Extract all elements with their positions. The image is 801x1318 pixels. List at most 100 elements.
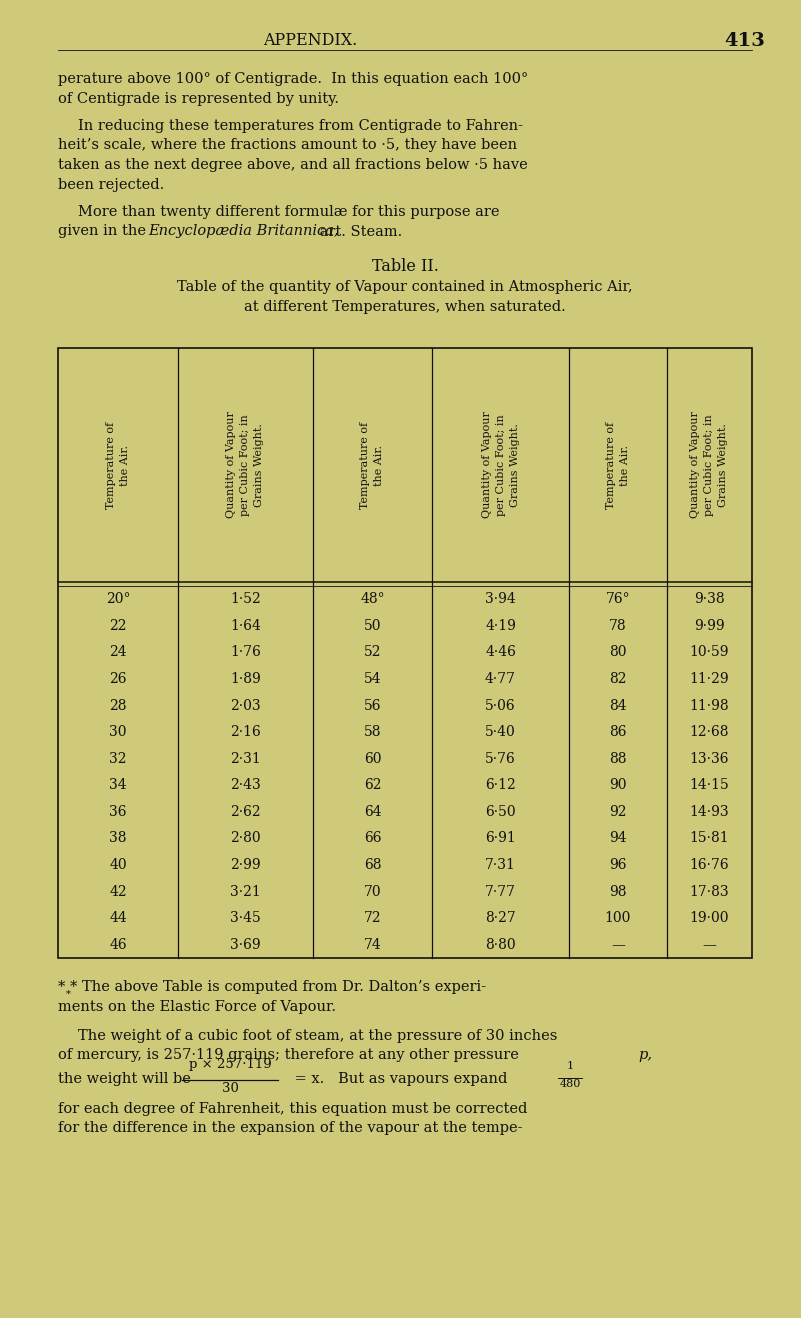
Text: 1: 1 xyxy=(566,1061,574,1072)
Text: APPENDIX.: APPENDIX. xyxy=(263,32,357,49)
Text: 88: 88 xyxy=(610,751,626,766)
Text: 62: 62 xyxy=(364,779,381,792)
Text: 10·59: 10·59 xyxy=(690,646,729,659)
Text: taken as the next degree above, and all fractions below ·5 have: taken as the next degree above, and all … xyxy=(58,158,528,173)
Text: of Centigrade is represented by unity.: of Centigrade is represented by unity. xyxy=(58,91,339,105)
Text: 76°: 76° xyxy=(606,592,630,606)
Text: p × 257·119: p × 257·119 xyxy=(188,1058,272,1072)
Text: 2·16: 2·16 xyxy=(230,725,261,739)
Text: of mercury, is 257·119 grains; therefore at any other pressure: of mercury, is 257·119 grains; therefore… xyxy=(58,1049,524,1062)
Text: 60: 60 xyxy=(364,751,381,766)
Text: 82: 82 xyxy=(610,672,626,685)
Text: 4·19: 4·19 xyxy=(485,619,516,633)
Text: 92: 92 xyxy=(610,805,626,818)
Text: 2·99: 2·99 xyxy=(230,858,261,873)
Text: 6·12: 6·12 xyxy=(485,779,516,792)
Text: 90: 90 xyxy=(610,779,626,792)
Text: 2·03: 2·03 xyxy=(230,699,261,713)
Text: Encyclopædia Britannica,: Encyclopædia Britannica, xyxy=(148,224,339,239)
Text: 17·83: 17·83 xyxy=(690,884,730,899)
Text: 5·40: 5·40 xyxy=(485,725,516,739)
Text: 52: 52 xyxy=(364,646,381,659)
Text: Table II.: Table II. xyxy=(372,258,438,275)
Text: 50: 50 xyxy=(364,619,381,633)
Text: 3·21: 3·21 xyxy=(230,884,261,899)
Text: 72: 72 xyxy=(364,911,381,925)
Text: 1·89: 1·89 xyxy=(230,672,261,685)
Text: 20°: 20° xyxy=(106,592,131,606)
Text: 1·52: 1·52 xyxy=(230,592,261,606)
Text: 2·80: 2·80 xyxy=(230,832,261,845)
Text: 7·77: 7·77 xyxy=(485,884,516,899)
Text: at different Temperatures, when saturated.: at different Temperatures, when saturate… xyxy=(244,299,566,314)
Text: 30: 30 xyxy=(222,1082,239,1095)
Text: 78: 78 xyxy=(610,619,627,633)
Text: 413: 413 xyxy=(725,32,766,50)
Text: 11·29: 11·29 xyxy=(690,672,730,685)
Text: 96: 96 xyxy=(610,858,626,873)
Text: 15·81: 15·81 xyxy=(690,832,730,845)
Text: 28: 28 xyxy=(109,699,127,713)
Text: Quantity of Vapour
per Cubic Foot; in
Grains Weight.: Quantity of Vapour per Cubic Foot; in Gr… xyxy=(690,411,728,518)
Text: 70: 70 xyxy=(364,884,381,899)
Text: 40: 40 xyxy=(109,858,127,873)
Text: 44: 44 xyxy=(109,911,127,925)
Text: 46: 46 xyxy=(109,937,127,952)
Text: given in the: given in the xyxy=(58,224,151,239)
Text: —: — xyxy=(702,937,716,952)
Text: 84: 84 xyxy=(610,699,627,713)
Text: 2·43: 2·43 xyxy=(230,779,261,792)
Text: 58: 58 xyxy=(364,725,381,739)
Text: 3·69: 3·69 xyxy=(230,937,261,952)
Text: More than twenty different formulæ for this purpose are: More than twenty different formulæ for t… xyxy=(78,206,500,219)
Text: = x.   But as vapours expand: = x. But as vapours expand xyxy=(290,1072,512,1086)
Text: Temperature of
the Air.: Temperature of the Air. xyxy=(606,422,630,509)
Text: 7·31: 7·31 xyxy=(485,858,516,873)
Text: 56: 56 xyxy=(364,699,381,713)
Text: * * The above Table is computed from Dr. Dalton’s experi-: * * The above Table is computed from Dr.… xyxy=(58,981,486,994)
Text: 11·98: 11·98 xyxy=(690,699,730,713)
Text: 1·64: 1·64 xyxy=(230,619,261,633)
Text: the weight will be: the weight will be xyxy=(58,1072,195,1086)
Text: 3·45: 3·45 xyxy=(230,911,261,925)
Text: art. Steam.: art. Steam. xyxy=(315,224,402,239)
Text: 98: 98 xyxy=(610,884,626,899)
Text: 5·76: 5·76 xyxy=(485,751,516,766)
Text: 80: 80 xyxy=(610,646,626,659)
Text: 9·99: 9·99 xyxy=(694,619,725,633)
Text: 86: 86 xyxy=(610,725,626,739)
Text: 2·62: 2·62 xyxy=(230,805,261,818)
Text: p,: p, xyxy=(638,1049,652,1062)
Text: 74: 74 xyxy=(364,937,381,952)
Text: 24: 24 xyxy=(109,646,127,659)
Text: 26: 26 xyxy=(109,672,127,685)
Text: 14·93: 14·93 xyxy=(690,805,730,818)
Text: for the difference in the expansion of the vapour at the tempe-: for the difference in the expansion of t… xyxy=(58,1122,522,1135)
Text: 9·38: 9·38 xyxy=(694,592,725,606)
Text: 64: 64 xyxy=(364,805,381,818)
Text: heit’s scale, where the fractions amount to ·5, they have been: heit’s scale, where the fractions amount… xyxy=(58,138,517,153)
Text: 48°: 48° xyxy=(360,592,384,606)
Text: Quantity of Vapour
per Cubic Foot; in
Grains Weight.: Quantity of Vapour per Cubic Foot; in Gr… xyxy=(227,411,264,518)
Text: The weight of a cubic foot of steam, at the pressure of 30 inches: The weight of a cubic foot of steam, at … xyxy=(78,1029,557,1043)
Text: 8·27: 8·27 xyxy=(485,911,516,925)
Text: 94: 94 xyxy=(610,832,627,845)
Text: 36: 36 xyxy=(109,805,127,818)
Text: 4·46: 4·46 xyxy=(485,646,516,659)
Text: 13·36: 13·36 xyxy=(690,751,729,766)
Text: 66: 66 xyxy=(364,832,381,845)
Text: 6·50: 6·50 xyxy=(485,805,516,818)
Text: 8·80: 8·80 xyxy=(485,937,516,952)
Text: 54: 54 xyxy=(364,672,381,685)
Text: 100: 100 xyxy=(605,911,631,925)
Text: 34: 34 xyxy=(109,779,127,792)
Text: 68: 68 xyxy=(364,858,381,873)
Text: In reducing these temperatures from Centigrade to Fahren-: In reducing these temperatures from Cent… xyxy=(78,119,523,133)
Text: 19·00: 19·00 xyxy=(690,911,729,925)
Text: 14·15: 14·15 xyxy=(690,779,730,792)
Text: 2·31: 2·31 xyxy=(230,751,261,766)
Text: 6·91: 6·91 xyxy=(485,832,516,845)
Text: Table of the quantity of Vapour contained in Atmospheric Air,: Table of the quantity of Vapour containe… xyxy=(177,279,633,294)
Text: Temperature of
the Air.: Temperature of the Air. xyxy=(106,422,130,509)
Text: Quantity of Vapour
per Cubic Foot; in
Grains Weight.: Quantity of Vapour per Cubic Foot; in Gr… xyxy=(481,411,520,518)
